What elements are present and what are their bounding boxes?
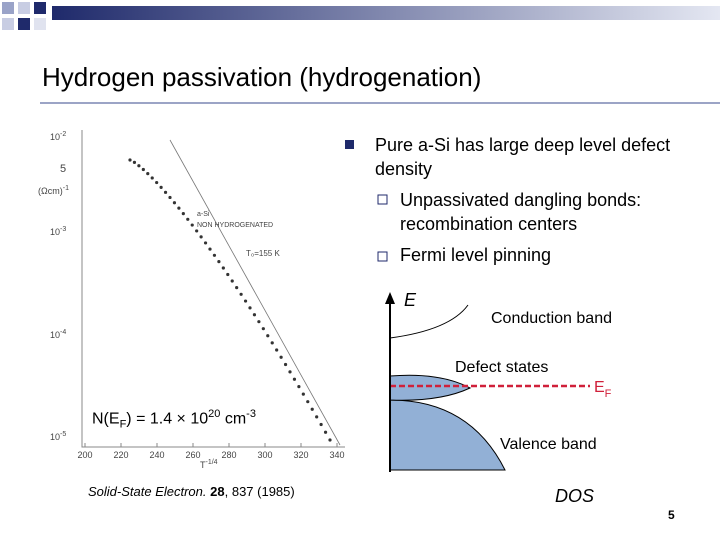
scan-dot <box>323 430 328 434</box>
x-tick-label: 300 <box>257 450 272 460</box>
scan-dot <box>203 241 208 245</box>
scan-dot <box>261 327 265 331</box>
slide-title: Hydrogen passivation (hydrogenation) <box>42 62 482 92</box>
scan-dot <box>141 167 145 172</box>
scan-dot <box>168 195 172 200</box>
fit-label: T₀=155 K <box>246 249 280 258</box>
scan-dot <box>306 400 310 404</box>
scanned-figure: 10-2 10-3 10-4 10-5 5 (Ωcm)-1 T-1/4 a-Si… <box>38 130 345 470</box>
scan-dot <box>146 171 150 176</box>
scan-dot <box>248 306 252 310</box>
arrow-head <box>385 292 395 304</box>
x-tick-label: 340 <box>329 450 344 460</box>
scan-dot <box>252 313 257 317</box>
scan-dot <box>266 334 270 338</box>
sub-bullet <box>377 194 388 205</box>
y-tick-label: 10-2 <box>50 131 66 142</box>
defect-states <box>389 374 472 401</box>
legend: a-Si <box>197 211 210 218</box>
corner-squares <box>2 2 46 30</box>
valence-band <box>389 399 506 471</box>
scan-dot <box>172 201 177 205</box>
citation: Solid-State Electron. 28, 837 (1985) <box>88 484 295 499</box>
x-axis-label: T-1/4 <box>200 459 218 470</box>
scan-dot <box>239 292 243 296</box>
scan-dot <box>199 235 203 239</box>
sub-bullet-text: Unpassivated dangling bonds: recombinati… <box>400 190 642 234</box>
scan-dot <box>230 279 234 283</box>
bullet <box>345 140 354 149</box>
header-bar <box>52 6 720 20</box>
scan-dot <box>297 385 301 389</box>
sub-bullet-text: Fermi level pinning <box>400 245 552 265</box>
annotation: N(EF) = 1.4 × 1020 cm-3 <box>92 408 256 431</box>
energy-label: E <box>404 290 417 310</box>
band-diagram: E Conduction band Defect states Valence … <box>385 290 612 506</box>
scan-dot <box>177 206 181 210</box>
y-tick-label: 10-3 <box>50 226 66 237</box>
legend: NON HYDROGENATED <box>197 222 273 229</box>
scan-dot <box>257 320 261 324</box>
scan-dot <box>208 247 212 251</box>
scan-dot <box>150 176 154 180</box>
scan-dot <box>217 260 221 264</box>
scan-dot <box>155 180 159 185</box>
scan-dot <box>319 422 323 427</box>
dos-label: DOS <box>555 486 594 506</box>
fermi-label: EF <box>594 379 612 400</box>
defect-label: Defect states <box>455 359 548 376</box>
scan-dot <box>328 438 332 442</box>
scan-dot <box>235 286 239 290</box>
y-axis-label: (Ωcm)-1 <box>38 185 69 196</box>
scan-dot <box>137 164 141 168</box>
scan-dot <box>315 415 319 419</box>
sub-bullet <box>377 251 388 262</box>
scan-dot <box>292 377 297 381</box>
scan-dot <box>310 407 314 411</box>
x-tick-label: 280 <box>221 450 236 460</box>
scan-dot <box>221 266 225 270</box>
scan-dot <box>128 158 132 162</box>
scan-dot <box>186 217 190 221</box>
x-tick-label: 220 <box>113 450 128 460</box>
scan-dot <box>275 348 279 352</box>
scan-dot <box>270 341 274 345</box>
scan-dot <box>226 272 230 277</box>
scan-dot <box>132 160 137 165</box>
scan-dot <box>283 362 288 367</box>
conduction-band <box>389 304 469 339</box>
page-number: 5 <box>668 508 675 522</box>
x-tick-label: 320 <box>293 450 308 460</box>
scan-dot <box>279 355 283 359</box>
scan-dot <box>159 185 163 189</box>
x-tick-label: 200 <box>77 450 92 460</box>
scan-dot <box>243 299 248 303</box>
x-tick-label: 240 <box>149 450 164 460</box>
y-tick-label: 10-4 <box>50 329 66 340</box>
scan-dot <box>301 392 305 396</box>
scan-dot <box>181 212 185 216</box>
scan-dot <box>212 253 217 257</box>
scan-dot <box>163 190 168 194</box>
minor-label: 5 <box>60 163 66 175</box>
bullet-text: Pure a-Si has large deep level defect de… <box>375 135 671 179</box>
valence-label: Valence band <box>500 436 597 453</box>
y-tick-label: 10-5 <box>50 431 66 442</box>
scan-dot <box>190 223 194 227</box>
conduction-label: Conduction band <box>491 310 612 327</box>
x-tick-label: 260 <box>185 450 200 460</box>
scan-dot <box>195 229 199 233</box>
scan-dot <box>288 370 292 374</box>
